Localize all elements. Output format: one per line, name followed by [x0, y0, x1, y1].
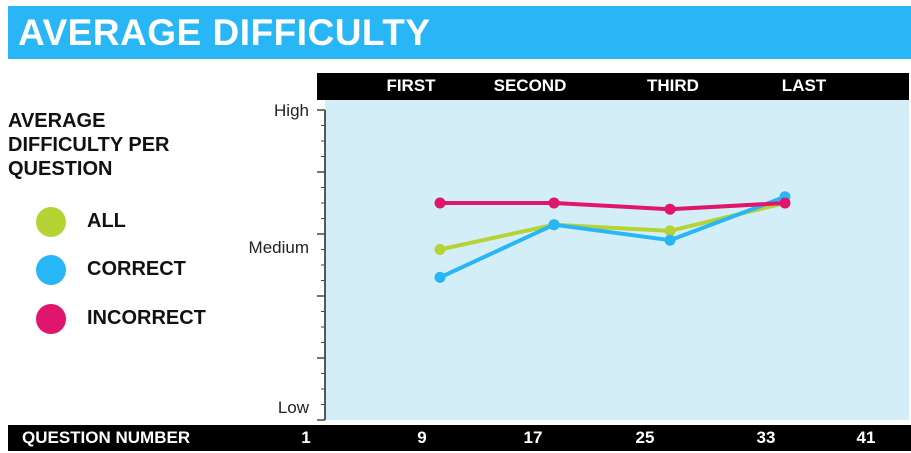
section-label-first: FIRST [386, 76, 436, 95]
legend-dot-all [36, 207, 66, 237]
section-label-last: LAST [781, 76, 827, 95]
data-point-incorrect-17 [548, 197, 560, 209]
legend-label-all: ALL [87, 210, 126, 232]
section-bar: FIRST SECOND THIRD LAST [317, 73, 909, 100]
y-tick-label-low: Low [277, 398, 309, 417]
section-label-second: SECOND [493, 76, 567, 95]
plot-area [325, 100, 909, 420]
x-axis-bar: QUESTION NUMBER 1 9 17 25 33 41 [8, 425, 911, 451]
data-point-all-9 [434, 244, 446, 255]
legend-label-correct: CORRECT [87, 258, 186, 280]
x-tick-label: 25 [635, 428, 655, 447]
data-point-correct-17 [548, 219, 560, 231]
y-tick-label-medium: Medium [248, 238, 309, 257]
data-point-incorrect-25 [664, 203, 676, 215]
data-point-correct-25 [664, 234, 676, 246]
section-label-third: THIRD [647, 76, 699, 95]
legend-dot-incorrect [36, 304, 66, 334]
x-tick-label: 1 [301, 428, 311, 447]
x-tick-label: 17 [523, 428, 543, 447]
x-tick-label: 33 [756, 428, 776, 447]
data-point-correct-9 [434, 271, 446, 283]
x-axis-label: QUESTION NUMBER [22, 428, 191, 447]
legend-label-incorrect: INCORRECT [87, 307, 206, 329]
legend-title: AVERAGE DIFFICULTY PER QUESTION [8, 110, 170, 180]
page-title: AVERAGE DIFFICULTY [8, 6, 911, 59]
legend-dot-correct [36, 255, 66, 285]
data-point-all-25 [664, 225, 676, 237]
series-line-incorrect [440, 201, 786, 212]
series-line-correct [439, 194, 786, 280]
x-tick-label: 41 [856, 428, 876, 447]
data-point-incorrect-33 [779, 197, 791, 209]
x-tick-label: 9 [417, 428, 427, 447]
y-tick-label-high: High [274, 101, 309, 120]
data-point-incorrect-9 [434, 197, 446, 209]
